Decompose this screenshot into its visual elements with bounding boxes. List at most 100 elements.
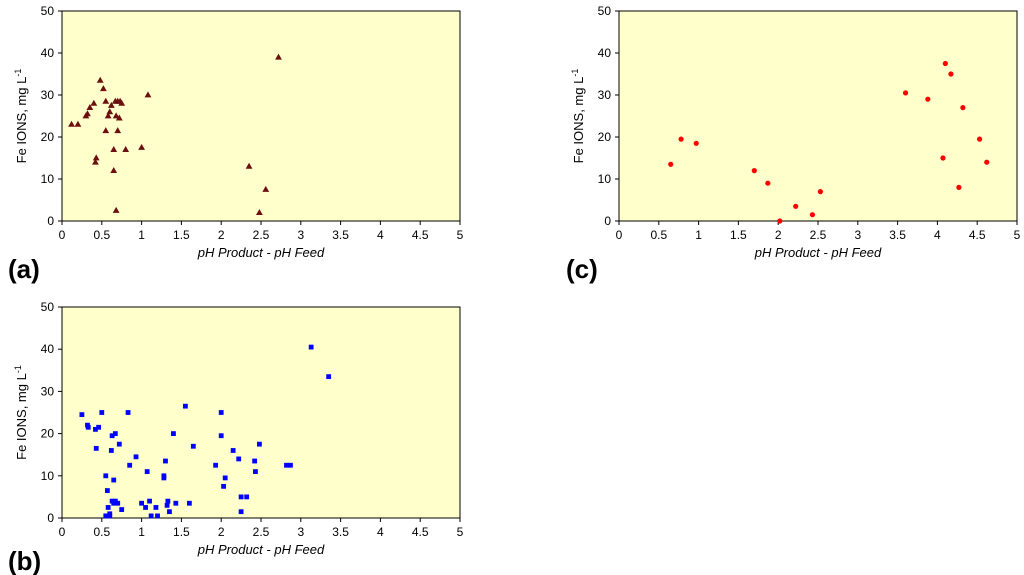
data-point (948, 71, 954, 77)
x-tick-label: 5 (457, 228, 464, 242)
data-point (111, 477, 117, 483)
x-tick-label: 2 (775, 228, 782, 242)
y-axis-label: Fe IONS, mg L-1 (13, 69, 29, 164)
data-point (668, 161, 674, 167)
x-tick-label: 5 (457, 525, 464, 539)
x-tick-label: 0.5 (93, 525, 110, 539)
data-point (942, 60, 948, 67)
data-point (107, 101, 115, 108)
data-point (902, 90, 909, 96)
y-axis-label-text: Fe IONS, mg L (571, 77, 586, 164)
data-point (262, 185, 270, 192)
y-tick-label: 20 (41, 427, 55, 441)
data-point (110, 167, 118, 173)
data-point (171, 431, 176, 436)
x-tick-label: 4 (377, 525, 384, 539)
data-point (103, 513, 109, 519)
y-axis-label-text: Fe IONS, mg L (14, 373, 29, 460)
data-point (153, 505, 159, 510)
data-point (809, 212, 816, 218)
x-tick-label: 3 (297, 525, 304, 539)
plot-area (61, 306, 461, 519)
y-axis-label-superscript: -1 (570, 69, 580, 77)
plot-area (618, 10, 1018, 222)
y-axis-label: Fe IONS, mg L-1 (570, 69, 586, 164)
data-point (252, 458, 258, 464)
x-tick-label: 4.5 (412, 525, 429, 539)
data-point (678, 136, 684, 142)
data-point (118, 99, 126, 106)
data-point (93, 445, 99, 451)
data-point (144, 91, 152, 98)
x-tick-label: 3.5 (332, 228, 349, 242)
data-point (253, 469, 258, 474)
data-point (79, 412, 85, 418)
x-tick-label: 3.5 (332, 525, 349, 539)
data-point (68, 120, 75, 127)
x-tick-label: 1.5 (730, 228, 747, 242)
data-point (116, 441, 122, 447)
x-tick-label: 0.5 (93, 228, 110, 242)
data-point (765, 180, 771, 186)
x-tick-label: 2 (218, 228, 225, 242)
plot-area (61, 10, 461, 222)
x-tick-label: 0 (616, 228, 623, 242)
data-point (817, 189, 823, 195)
data-point (122, 146, 130, 152)
data-point (230, 448, 236, 453)
x-tick-label: 5 (1014, 228, 1021, 242)
data-point (147, 498, 152, 504)
data-point (148, 513, 154, 519)
data-point (308, 344, 314, 350)
y-axis-label-superscript: -1 (13, 69, 23, 77)
x-tick-label: 2.5 (253, 525, 270, 539)
data-point (257, 441, 262, 447)
data-point (112, 112, 120, 119)
data-point (155, 513, 160, 519)
data-point (127, 462, 133, 468)
data-point (326, 374, 332, 380)
data-point (110, 146, 118, 152)
data-point (236, 456, 242, 462)
y-tick-label: 0 (47, 214, 54, 228)
data-point (108, 448, 114, 453)
y-tick-label: 30 (41, 88, 55, 102)
data-point (96, 76, 104, 83)
data-point (956, 184, 962, 190)
y-tick-label: 50 (41, 300, 55, 314)
y-tick-label: 20 (41, 130, 55, 144)
x-tick-label: 2.5 (810, 228, 827, 242)
x-tick-label: 4.5 (969, 228, 986, 242)
data-point (221, 483, 226, 489)
data-point (107, 511, 113, 517)
x-tick-label: 1 (138, 525, 145, 539)
y-tick-label: 10 (41, 469, 55, 483)
data-point (244, 494, 250, 500)
data-point (218, 433, 224, 439)
panel-label: (a) (8, 254, 40, 284)
data-point (99, 410, 105, 415)
panel-label: (b) (8, 546, 41, 575)
x-tick-label: 4.5 (412, 228, 429, 242)
y-axis-label-superscript: -1 (13, 365, 23, 373)
data-point (106, 108, 114, 115)
y-tick-label: 10 (41, 172, 55, 186)
data-point (112, 431, 118, 436)
data-point (133, 454, 139, 460)
data-point (93, 426, 98, 432)
y-axis-label: Fe IONS, mg L-1 (13, 365, 29, 460)
y-tick-label: 20 (598, 130, 612, 144)
data-point (104, 488, 110, 493)
data-point (976, 136, 983, 142)
data-point (125, 410, 131, 415)
y-tick-label: 30 (598, 88, 612, 102)
x-tick-label: 0.5 (650, 228, 667, 242)
data-point (940, 155, 946, 161)
x-tick-label: 3.5 (889, 228, 906, 242)
data-point (86, 104, 94, 110)
data-point (90, 99, 98, 106)
y-tick-label: 50 (41, 4, 55, 18)
